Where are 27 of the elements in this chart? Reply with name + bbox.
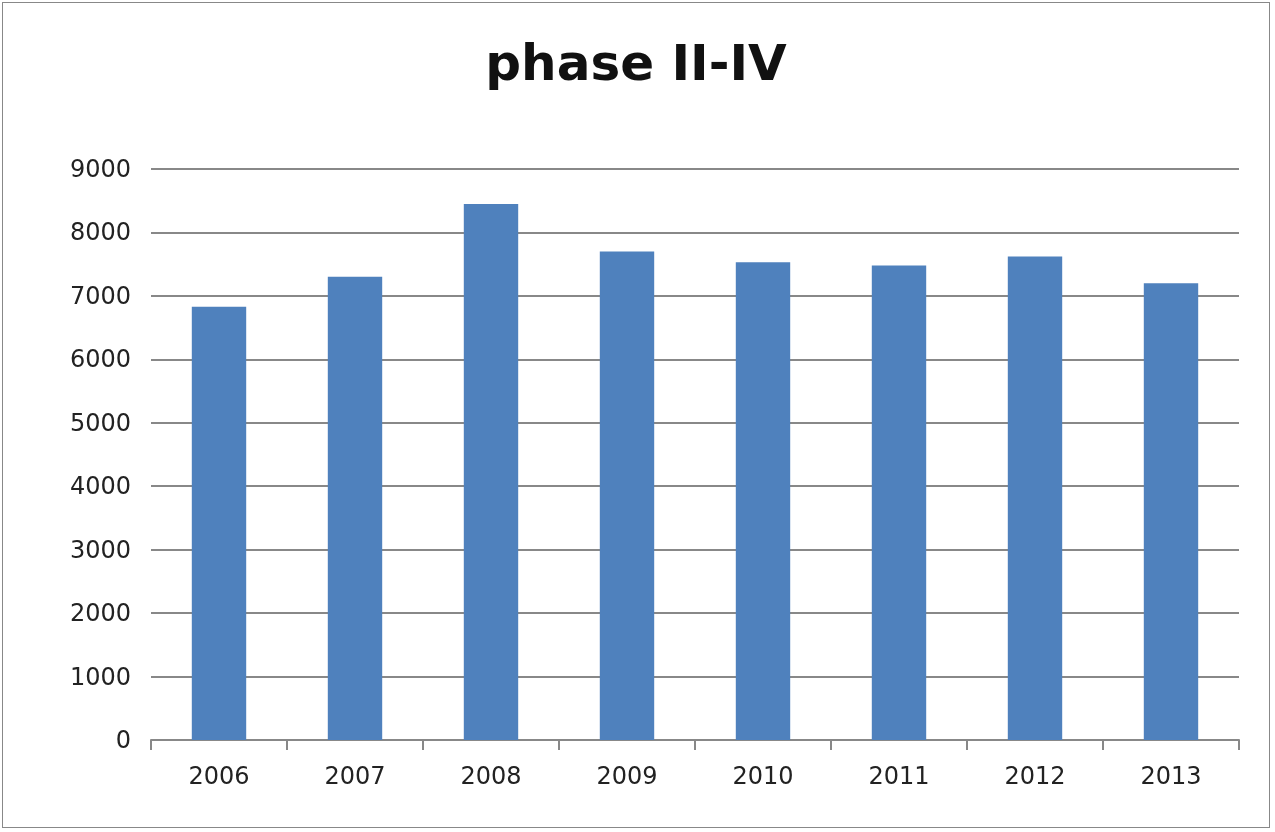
x-tick-label: 2009 bbox=[596, 762, 658, 790]
x-tick-label: 2007 bbox=[324, 762, 386, 790]
y-tick-label: 9000 bbox=[69, 155, 131, 183]
bar bbox=[871, 265, 927, 740]
y-tick-label: 6000 bbox=[69, 345, 131, 374]
x-tick-label: 2013 bbox=[1140, 762, 1202, 790]
y-tick-label: 7000 bbox=[69, 281, 131, 310]
x-tick-label: 2012 bbox=[1004, 762, 1066, 790]
y-tick-label: 0 bbox=[115, 726, 131, 754]
y-tick-label: 3000 bbox=[69, 535, 131, 564]
chart-title: phase II-IV bbox=[485, 34, 788, 92]
bar bbox=[191, 306, 247, 740]
bar bbox=[1007, 256, 1063, 740]
y-tick-label: 4000 bbox=[69, 472, 131, 501]
y-tick-label: 1000 bbox=[69, 662, 131, 691]
x-tick-label: 2006 bbox=[188, 762, 250, 790]
bar bbox=[599, 251, 655, 740]
y-tick-label: 5000 bbox=[69, 408, 131, 437]
y-tick-label: 8000 bbox=[69, 218, 131, 247]
bar bbox=[1143, 283, 1199, 740]
x-tick-label: 2008 bbox=[460, 762, 522, 790]
x-tick-label: 2010 bbox=[732, 762, 794, 790]
y-tick-label: 2000 bbox=[69, 599, 131, 628]
bar bbox=[327, 276, 383, 740]
x-tick-label: 2011 bbox=[868, 762, 930, 790]
bar bbox=[735, 262, 791, 740]
bar bbox=[463, 203, 519, 740]
